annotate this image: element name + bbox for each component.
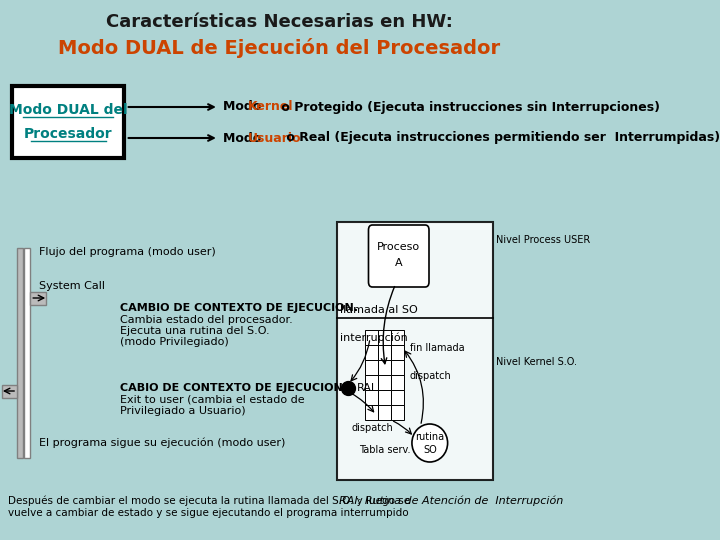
Text: Nivel Kernel S.O.: Nivel Kernel S.O. xyxy=(495,357,577,367)
Bar xyxy=(378,390,391,405)
Ellipse shape xyxy=(412,424,448,462)
Text: CABIO DE CONTEXTO DE EJECUCION.: CABIO DE CONTEXTO DE EJECUCION. xyxy=(120,383,347,393)
Text: rutina: rutina xyxy=(415,432,444,442)
Text: Privilegiado a Usuario): Privilegiado a Usuario) xyxy=(120,406,246,416)
Text: fin llamada: fin llamada xyxy=(410,343,464,353)
Bar xyxy=(391,330,404,345)
Bar xyxy=(391,375,404,390)
Text: System Call: System Call xyxy=(39,281,105,291)
Text: Proceso: Proceso xyxy=(377,242,420,252)
Bar xyxy=(378,330,391,345)
Text: Modo DUAL de Ejecución del Procesador: Modo DUAL de Ejecución del Procesador xyxy=(58,38,500,58)
Text: Nivel Process USER: Nivel Process USER xyxy=(495,235,590,245)
Text: RAI: Rutina de Atención de  Interrupción: RAI: Rutina de Atención de Interrupción xyxy=(339,496,563,507)
Bar xyxy=(364,360,378,375)
Bar xyxy=(391,390,404,405)
Text: dispatch: dispatch xyxy=(351,423,393,433)
Bar xyxy=(364,390,378,405)
Bar xyxy=(338,222,492,480)
Bar xyxy=(364,330,378,345)
Text: El programa sigue su ejecución (modo user): El programa sigue su ejecución (modo use… xyxy=(39,438,285,448)
Text: interrupción: interrupción xyxy=(340,333,408,343)
Bar xyxy=(364,375,378,390)
Text: Después de cambiar el modo se ejecuta la rutina llamada del S.O. y luego se
vuel: Después de cambiar el modo se ejecuta la… xyxy=(8,496,410,518)
Text: o Protegido (Ejecuta instrucciones sin Interrupciones): o Protegido (Ejecuta instrucciones sin I… xyxy=(277,100,660,113)
Bar xyxy=(364,345,378,360)
Text: Tabla serv.: Tabla serv. xyxy=(359,445,410,455)
Text: Usuario: Usuario xyxy=(248,132,301,145)
Text: Modo DUAL del: Modo DUAL del xyxy=(9,103,127,117)
Bar xyxy=(378,360,391,375)
Bar xyxy=(378,345,391,360)
FancyBboxPatch shape xyxy=(12,86,124,158)
Bar xyxy=(1,385,17,398)
Text: Procesador: Procesador xyxy=(24,127,112,141)
Text: (modo Privilegiado): (modo Privilegiado) xyxy=(120,337,229,347)
Bar xyxy=(391,360,404,375)
Text: Exit to user (cambia el estado de: Exit to user (cambia el estado de xyxy=(120,395,305,405)
Text: SO: SO xyxy=(423,445,436,455)
Bar xyxy=(24,248,30,458)
Text: CAMBIO DE CONTEXTO DE EJECUCION.: CAMBIO DE CONTEXTO DE EJECUCION. xyxy=(120,303,359,313)
Text: Ejecuta una rutina del S.O.: Ejecuta una rutina del S.O. xyxy=(120,326,270,336)
Text: o Real (Ejecuta instrucciones permitiendo ser  Interrumpidas): o Real (Ejecuta instrucciones permitiend… xyxy=(282,132,720,145)
Bar xyxy=(30,292,46,305)
Bar xyxy=(391,345,404,360)
FancyBboxPatch shape xyxy=(369,225,429,287)
Text: A: A xyxy=(395,258,402,268)
Bar xyxy=(391,405,404,420)
Text: llamada al SO: llamada al SO xyxy=(340,305,418,315)
Text: Flujo del programa (modo user): Flujo del programa (modo user) xyxy=(39,247,215,257)
Text: Cambia estado del procesador.: Cambia estado del procesador. xyxy=(120,315,293,325)
Bar xyxy=(364,405,378,420)
Bar xyxy=(378,375,391,390)
Text: Características Necesarias en HW:: Características Necesarias en HW: xyxy=(106,13,453,31)
Text: Kernel: Kernel xyxy=(248,100,293,113)
Text: dispatch: dispatch xyxy=(410,371,451,381)
Text: Modo: Modo xyxy=(222,132,265,145)
Bar xyxy=(17,248,23,458)
Text: Modo: Modo xyxy=(222,100,265,113)
Text: RAI: RAI xyxy=(357,383,375,393)
Bar xyxy=(378,405,391,420)
